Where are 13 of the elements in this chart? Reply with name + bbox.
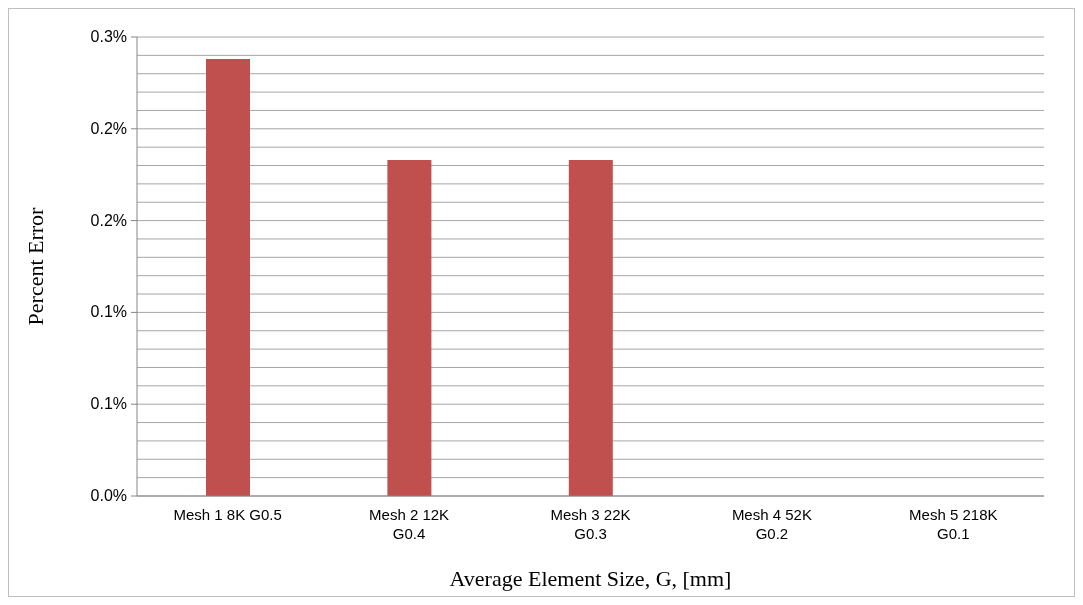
x-tick-label: Mesh 5 218K G0.1 <box>909 506 998 542</box>
y-tick-label: 0.2% <box>90 119 127 137</box>
y-tick-label: 0.2% <box>90 211 127 229</box>
x-tick-label: Mesh 1 8K G0.5 <box>173 506 282 523</box>
y-tick-label: 0.1% <box>90 395 127 413</box>
y-tick-label: 0.3% <box>90 28 127 45</box>
y-tick-label: 0.1% <box>90 303 127 321</box>
y-tick-label: 0.0% <box>90 487 127 504</box>
y-axis-title: Percent Error <box>22 206 48 326</box>
x-tick-label: Mesh 4 52K G0.2 <box>731 506 812 542</box>
x-tick-label: Mesh 3 22K G0.3 <box>550 506 631 542</box>
x-tick-label: Mesh 2 12K G0.4 <box>369 506 450 542</box>
x-axis-title: Average Element Size, G, [mm] <box>449 566 732 591</box>
